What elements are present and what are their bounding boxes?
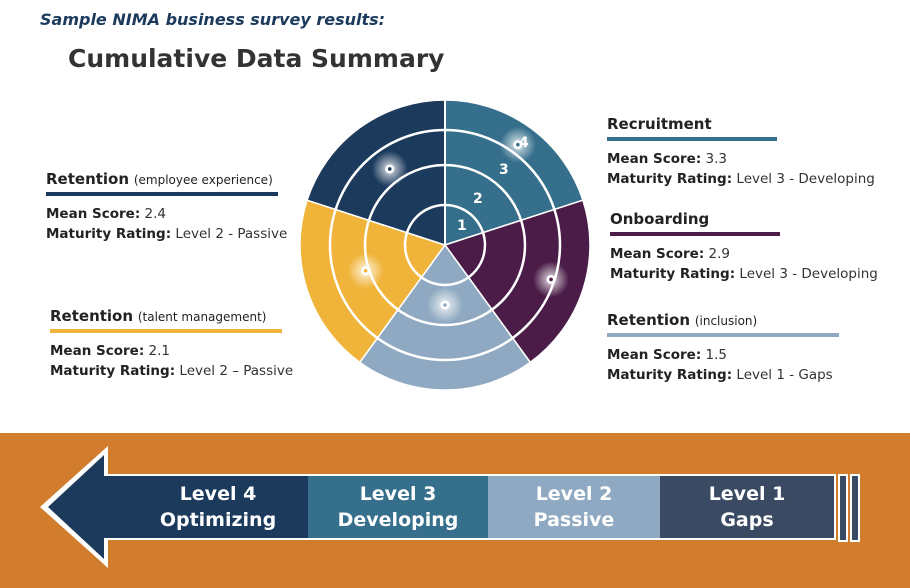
page-kicker: Sample NIMA business survey results: (40, 10, 386, 29)
category-underline (607, 137, 777, 141)
score-marker-icon (499, 126, 536, 163)
level-2-label: Level 2 Passive (533, 483, 615, 531)
ring-label-3: 3 (499, 162, 509, 178)
mean-score: Mean Score: 1.5 (607, 347, 728, 363)
arrow-head (48, 455, 308, 559)
mean-score: Mean Score: 2.4 (46, 206, 167, 222)
level-4-label: Level 4 Optimizing (159, 483, 277, 531)
mean-score: Mean Score: 2.1 (50, 343, 171, 359)
category-recruitment: Recruitment Mean Score: 3.3 Maturity Rat… (607, 115, 875, 189)
ring-label-2: 2 (473, 191, 483, 207)
category-heading: Retention (employee experience) (46, 170, 273, 188)
category-heading: Retention (talent management) (50, 307, 267, 325)
level-3-segment (308, 476, 488, 538)
level-2-segment (488, 476, 660, 538)
maturity-rating: Maturity Rating: Level 3 - Developing (610, 266, 878, 282)
score-marker-icon (427, 287, 463, 323)
category-heading: Onboarding (610, 210, 710, 228)
category-heading: Retention (inclusion) (607, 311, 758, 329)
maturity-wheel: 1 2 3 4 (299, 99, 591, 391)
level-3-label: Level 3 Developing (337, 483, 459, 531)
category-onboarding: Onboarding Mean Score: 2.9 Maturity Rati… (610, 210, 878, 284)
score-marker-icon (371, 150, 408, 187)
category-underline (46, 192, 278, 196)
category-heading: Recruitment (607, 115, 712, 133)
category-retention-talent-management: Retention (talent management) Mean Score… (50, 307, 293, 381)
mean-score: Mean Score: 2.9 (610, 246, 731, 262)
scale-end-bar-inner (852, 476, 858, 540)
maturity-rating: Maturity Rating: Level 1 - Gaps (607, 367, 833, 383)
category-underline (50, 329, 282, 333)
category-underline (610, 232, 780, 236)
maturity-rating: Maturity Rating: Level 3 - Developing (607, 171, 875, 187)
score-marker-icon (347, 252, 384, 289)
category-underline (607, 333, 839, 337)
maturity-rating: Maturity Rating: Level 2 – Passive (50, 363, 294, 379)
ring-label-4: 4 (519, 135, 529, 151)
scale-end-bar-inner (840, 476, 846, 540)
category-retention-employee-experience: Retention (employee experience) Mean Sco… (46, 170, 287, 244)
mean-score: Mean Score: 3.3 (607, 151, 728, 167)
score-marker-icon (533, 261, 570, 298)
maturity-rating: Maturity Rating: Level 2 - Passive (46, 226, 288, 242)
category-retention-inclusion: Retention (inclusion) Mean Score: 1.5 Ma… (607, 311, 839, 385)
level-1-segment (660, 476, 834, 538)
level-1-label: Level 1 Gaps (708, 483, 786, 531)
ring-label-1: 1 (457, 218, 467, 234)
page-title: Cumulative Data Summary (68, 44, 445, 73)
